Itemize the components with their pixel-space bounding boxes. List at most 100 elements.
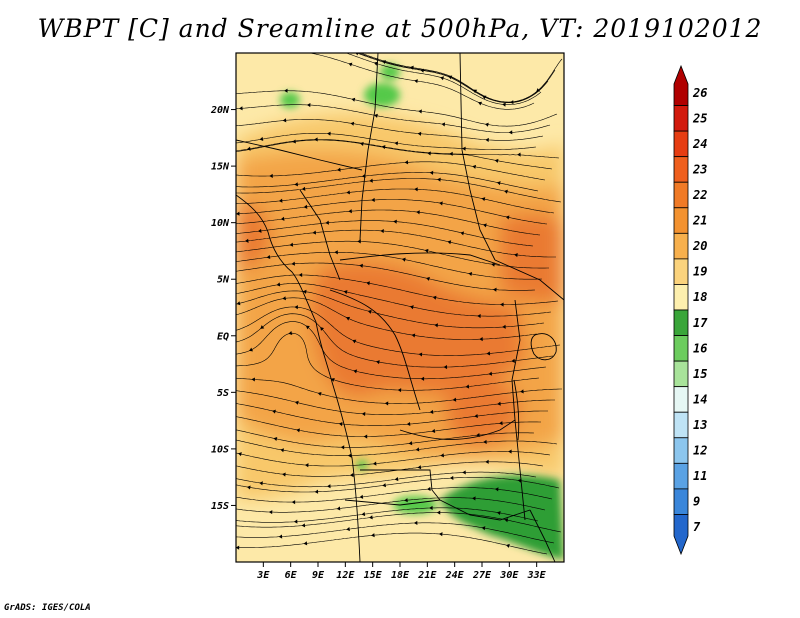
colorbar-level-label: 17 <box>693 316 708 330</box>
streamline-arrow <box>494 487 499 492</box>
streamline-arrow <box>443 364 448 370</box>
streamline-arrow <box>482 95 487 100</box>
streamline <box>236 209 541 236</box>
border-great-lakes <box>511 299 526 521</box>
streamline-arrow <box>296 428 300 433</box>
streamline-arrow <box>504 518 509 523</box>
streamline-arrow <box>436 510 441 515</box>
streamline-arrow <box>414 187 418 192</box>
streamline-arrow <box>303 204 308 209</box>
colorbar: 26 25 24 23 22 21 20 19 18 17 16 15 14 13 12 11 9 7 <box>673 64 708 556</box>
streamline-arrow <box>357 239 361 244</box>
streamline-arrow <box>276 282 281 287</box>
lon-tick-label: 9E <box>312 570 325 581</box>
streamline <box>236 188 555 214</box>
streamline <box>236 220 534 247</box>
streamline-arrow <box>427 151 431 156</box>
streamline-arrow <box>429 170 434 175</box>
shade-deep-orange-central <box>310 261 525 397</box>
lon-tick-label: 33E <box>527 570 547 581</box>
streamline-arrow <box>448 75 453 80</box>
streamline-arrow <box>288 330 293 335</box>
streamline <box>236 139 560 159</box>
streamline-arrow <box>371 533 375 538</box>
streamline-arrow <box>367 309 372 314</box>
green-patch-north-3 <box>380 64 400 80</box>
colorbar-swatch <box>673 232 689 260</box>
green-patch-north-2 <box>280 92 300 108</box>
wbpt-map: 20N 15N 10N 5N EQ 5S 10S 15S 3E 6E 9E 12E 15E 18E 21E… <box>210 52 565 581</box>
colorbar-swatch <box>673 284 689 311</box>
streamline <box>236 290 545 329</box>
streamline-arrow <box>504 189 508 194</box>
streamline-arrow <box>494 158 499 163</box>
streamline-arrow <box>393 219 397 224</box>
streamline-arrow <box>361 512 366 517</box>
streamline-arrow <box>496 510 501 516</box>
streamline-arrow <box>312 230 317 235</box>
streamline <box>236 133 537 150</box>
streamline-arrow <box>485 459 489 464</box>
streamline <box>236 306 561 356</box>
streamline-arrow <box>482 223 487 228</box>
border-drc-south <box>399 419 516 440</box>
streamline-arrow <box>431 428 436 433</box>
streamline-arrow <box>350 121 355 126</box>
streamline-arrow <box>496 181 501 186</box>
streamline-arrow <box>246 485 251 490</box>
streamline <box>236 262 536 291</box>
streamline <box>236 199 548 225</box>
streamline-arrow <box>465 384 470 389</box>
streamline-arrow <box>349 472 354 478</box>
streamline-arrow <box>382 483 386 488</box>
streamline-arrow <box>369 515 373 520</box>
streamline-arrow <box>280 448 285 453</box>
streamline-arrow <box>488 371 493 376</box>
streamline-arrow <box>424 248 429 253</box>
streamline-arrow <box>417 131 422 136</box>
streamline-arrow <box>373 61 378 66</box>
streamline-arrow <box>520 389 524 394</box>
lon-tick-label: 21E <box>417 570 437 581</box>
streamline-arrow <box>491 262 495 267</box>
streamline-arrow <box>505 543 510 548</box>
streamline-arrow <box>325 220 330 225</box>
colorbar-level-label: 19 <box>693 265 707 279</box>
streamline-arrow <box>246 146 251 151</box>
streamline-arrow <box>369 178 373 183</box>
streamline-arrow <box>301 186 306 191</box>
streamline-arrow <box>473 89 478 94</box>
streamline-arrow <box>380 228 384 234</box>
colorbar-level-label: 7 <box>693 520 701 534</box>
streamline-arrow <box>416 210 420 215</box>
colorbar-swatch <box>673 309 689 336</box>
streamline <box>236 313 554 368</box>
streamline-arrow <box>434 323 439 328</box>
streamline-arrow <box>236 211 240 216</box>
streamline-arrow <box>236 301 241 306</box>
streamline-arrow <box>372 461 377 466</box>
streamline-arrow <box>406 421 411 427</box>
streamline-arrow <box>374 113 378 118</box>
streamline <box>236 240 549 269</box>
lake-victoria <box>530 333 557 361</box>
streamline <box>236 283 552 317</box>
streamline-arrow <box>460 231 465 236</box>
streamline-arrow <box>484 122 489 127</box>
streamline-arrow <box>472 496 476 501</box>
streamline-arrow <box>294 400 299 405</box>
country-borders <box>236 53 564 562</box>
streamline <box>236 461 544 477</box>
colorbar-swatch <box>673 386 689 413</box>
streamline-arrow <box>244 238 249 243</box>
shade-deep-orange-west <box>236 203 271 270</box>
streamline-arrow <box>418 352 423 357</box>
streamline-arrow <box>500 302 504 307</box>
streamline-arrow <box>294 305 298 310</box>
streamline-arrow <box>334 250 338 255</box>
streamline-arrow <box>359 494 364 499</box>
streamline-arrow <box>284 88 288 93</box>
streamline <box>236 332 540 391</box>
colorbar-level-label: 15 <box>693 367 707 381</box>
streamline-arrow <box>348 209 352 214</box>
